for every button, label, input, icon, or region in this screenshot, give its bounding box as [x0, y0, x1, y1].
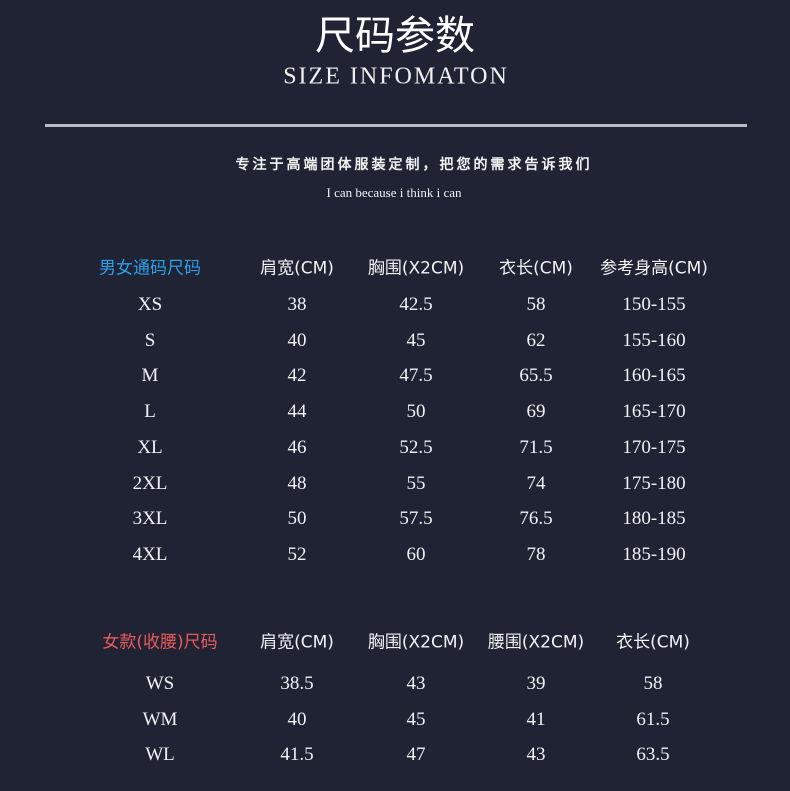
- table-cell: 76.5: [519, 508, 553, 530]
- table-cell: 71.5: [519, 436, 553, 458]
- motto: I can because i think i can: [326, 185, 462, 200]
- table-cell: 52: [287, 543, 307, 565]
- column-header: 腰围(X2CM): [487, 632, 585, 653]
- table-title: 女款(收腰)尺码: [102, 632, 218, 653]
- table-cell: 40: [287, 329, 307, 351]
- table-cell: 45: [406, 329, 426, 351]
- size-label: L: [144, 401, 156, 423]
- table-cell: 46: [287, 436, 307, 458]
- table-cell: 55: [406, 472, 426, 494]
- table-cell: 78: [526, 543, 546, 565]
- table-cell: 38.5: [280, 673, 314, 694]
- table-cell: 74: [526, 472, 546, 494]
- table-cell: 50: [287, 508, 307, 530]
- column-header: 参考身高(CM): [600, 258, 708, 279]
- slogan: 专注于高端团体服装定制，把您的需求告诉我们: [235, 157, 593, 173]
- size-label: M: [141, 365, 159, 387]
- table-cell: 175-180: [622, 472, 686, 494]
- column-header: 胸围(X2CM): [367, 632, 465, 653]
- table-cell: 160-165: [622, 365, 686, 387]
- table-cell: 170-175: [622, 436, 686, 458]
- size-label: S: [144, 329, 156, 351]
- table-cell: 155-160: [622, 329, 686, 351]
- table-cell: 150-155: [622, 294, 686, 315]
- table-cell: 69: [526, 401, 546, 423]
- size-label: 2XL: [132, 472, 168, 494]
- size-label: 4XL: [132, 543, 168, 565]
- column-header: 胸围(X2CM): [367, 258, 465, 279]
- column-header: 衣长(CM): [616, 632, 690, 653]
- table-cell: 180-185: [622, 508, 686, 530]
- table-cell: 48: [287, 472, 307, 494]
- table-cell: 43: [526, 744, 546, 765]
- table-cell: 41: [526, 708, 546, 730]
- table-cell: 52.5: [399, 436, 433, 458]
- table-cell: 50: [406, 401, 426, 423]
- size-label: 3XL: [132, 508, 168, 530]
- table-cell: 41.5: [280, 744, 314, 765]
- table-title: 男女通码尺码: [99, 258, 201, 279]
- size-label: WM: [142, 708, 178, 730]
- page-title: 尺码参数: [315, 13, 475, 59]
- table-cell: 62: [526, 329, 546, 351]
- size-label: WS: [145, 673, 175, 694]
- table-cell: 38: [287, 294, 307, 315]
- column-header: 肩宽(CM): [260, 258, 334, 279]
- table-cell: 47: [406, 744, 426, 765]
- table-cell: 39: [526, 673, 546, 694]
- table-cell: 63.5: [636, 744, 670, 765]
- table-cell: 165-170: [622, 401, 686, 423]
- table-cell: 45: [406, 708, 426, 730]
- table-cell: 47.5: [399, 365, 433, 387]
- table-cell: 42: [287, 365, 307, 387]
- size-label: WL: [145, 744, 175, 765]
- table-cell: 44: [287, 401, 307, 423]
- table-cell: 57.5: [399, 508, 433, 530]
- table-cell: 185-190: [622, 543, 686, 565]
- size-label: XS: [137, 294, 163, 315]
- table-cell: 58: [643, 673, 663, 694]
- table-cell: 40: [287, 708, 307, 730]
- column-header: 肩宽(CM): [260, 632, 334, 653]
- table-cell: 61.5: [636, 708, 670, 730]
- table-cell: 58: [526, 294, 546, 315]
- column-header: 衣长(CM): [499, 258, 573, 279]
- page-subtitle: SIZE INFOMATON: [283, 63, 509, 90]
- table-cell: 60: [406, 543, 426, 565]
- table-cell: 65.5: [519, 365, 553, 387]
- divider: [45, 124, 747, 127]
- size-label: XL: [137, 436, 163, 458]
- table-cell: 42.5: [399, 294, 433, 315]
- table-cell: 43: [406, 673, 426, 694]
